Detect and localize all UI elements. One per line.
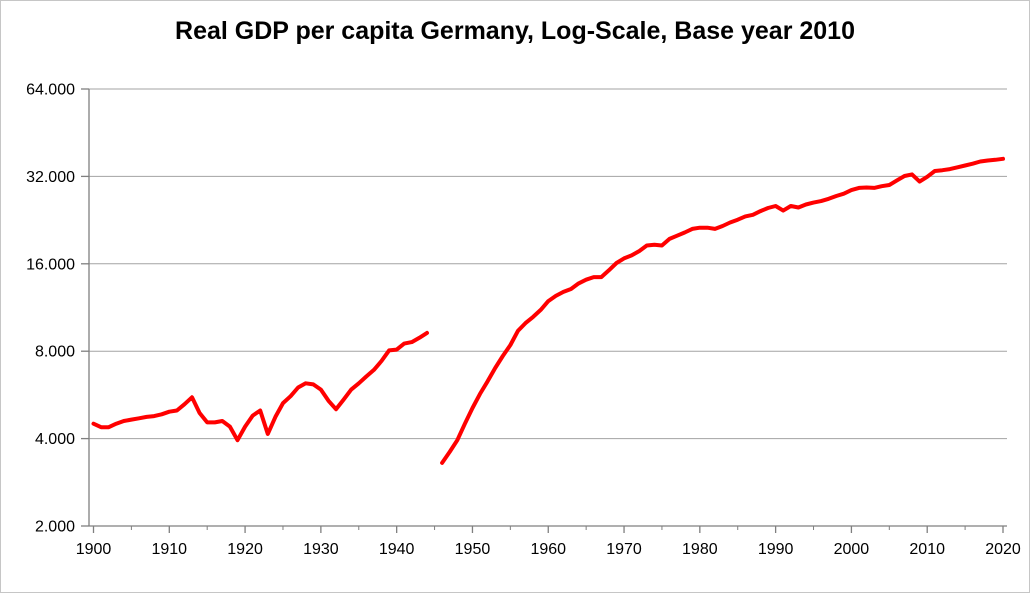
chart-title: Real GDP per capita Germany, Log-Scale, … — [175, 17, 855, 45]
y-axis-tick-label: 64.000 — [26, 82, 75, 99]
x-axis-tick-label: 1900 — [76, 541, 112, 558]
x-axis-tick-label: 1940 — [379, 541, 415, 558]
x-axis-tick-label: 2020 — [985, 541, 1021, 558]
x-axis-tick-label: 2000 — [834, 541, 870, 558]
x-axis-tick-label: 1930 — [303, 541, 339, 558]
y-axis-tick-label: 2.000 — [35, 519, 75, 536]
gdp-series-line — [91, 330, 429, 443]
y-axis-tick-label: 4.000 — [35, 431, 75, 448]
x-axis-tick-label: 1960 — [530, 541, 566, 558]
x-axis-tick-label: 1910 — [151, 541, 187, 558]
x-axis-tick-label: 1980 — [682, 541, 718, 558]
x-axis-tick-label: 1990 — [758, 541, 794, 558]
y-axis-tick-label: 32.000 — [26, 169, 75, 186]
gdp-series-line — [440, 156, 1005, 465]
x-axis-tick-label: 1920 — [227, 541, 263, 558]
y-axis-tick-label: 8.000 — [35, 344, 75, 361]
x-axis-tick-label: 1970 — [606, 541, 642, 558]
y-axis-tick-label: 16.000 — [26, 256, 75, 273]
x-axis-tick-label: 2010 — [909, 541, 945, 558]
x-axis-tick-label: 1950 — [455, 541, 491, 558]
